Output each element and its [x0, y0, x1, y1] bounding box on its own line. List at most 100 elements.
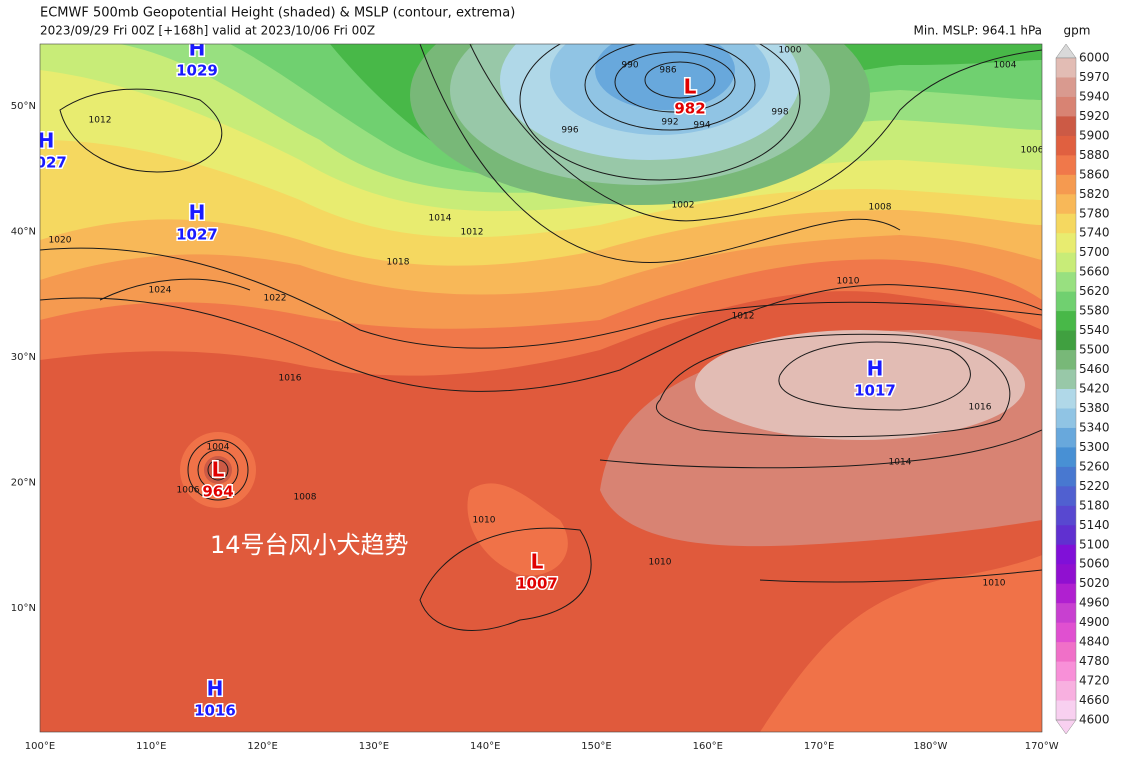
colorbar-swatch — [1056, 155, 1076, 176]
center-value: 1027 — [25, 154, 67, 172]
shade — [467, 483, 568, 576]
colorbar-label: 5900 — [1079, 128, 1110, 142]
colorbar-swatch — [1056, 466, 1076, 487]
center-value: 1029 — [176, 62, 218, 80]
center-letter: H — [38, 129, 55, 153]
colorbar: 6000 5970 5940 5920 5900 5880 5860 5820 5780 5740… — [1055, 43, 1110, 735]
colorbar-swatch — [1056, 330, 1076, 351]
colorbar-cap — [1055, 719, 1077, 735]
colorbar-label: 5420 — [1079, 382, 1110, 396]
contour-label: 1002 — [672, 201, 695, 211]
colorbar-swatch — [1056, 661, 1076, 682]
min-mslp: Min. MSLP: 964.1 hPa — [914, 24, 1043, 38]
colorbar-swatch — [1056, 544, 1076, 565]
colorbar-label: 5940 — [1079, 89, 1110, 103]
center-value: 982 — [674, 100, 705, 118]
center-letter: L — [531, 550, 544, 574]
center-value: 1007 — [516, 575, 558, 593]
contour-label: 1010 — [649, 558, 672, 568]
lon-label: 110°E — [136, 741, 166, 752]
colorbar-label: 5260 — [1079, 459, 1110, 473]
map-frame — [39, 43, 1043, 733]
colorbar-swatch — [1056, 408, 1076, 429]
lon-label: 130°E — [359, 741, 389, 752]
colorbar-label: 5580 — [1079, 304, 1110, 318]
shade — [760, 555, 1042, 732]
colorbar-label: 5180 — [1079, 498, 1110, 512]
colorbar-label: 5780 — [1079, 206, 1110, 220]
colorbar-label: 4660 — [1079, 693, 1110, 707]
lon-label: 160°E — [693, 741, 723, 752]
contour-label: 996 — [561, 126, 578, 136]
contour-label: 1012 — [732, 312, 755, 322]
colorbar-label: 5620 — [1079, 284, 1110, 298]
colorbar-cap — [1055, 43, 1077, 59]
contour-label: 1020 — [49, 236, 72, 246]
colorbar-frame — [1055, 57, 1077, 721]
unit: gpm — [1064, 24, 1091, 38]
center-letter: H — [207, 677, 224, 701]
center-value: 1017 — [854, 382, 896, 400]
lat-label: 50°N — [11, 101, 36, 112]
colorbar-swatch — [1056, 174, 1076, 195]
colorbar-label: 5020 — [1079, 576, 1110, 590]
center-value: 1016 — [194, 702, 236, 720]
shade — [695, 330, 1025, 440]
contour-label: 1010 — [837, 277, 860, 287]
lat-label: 10°N — [11, 603, 36, 614]
colorbar-swatch — [1056, 96, 1076, 117]
contour-label: 1006 — [177, 486, 200, 496]
contour-label: 1006 — [1021, 146, 1044, 156]
lon-label: 120°E — [247, 741, 277, 752]
contour-label: 994 — [693, 121, 710, 131]
colorbar-label: 5460 — [1079, 362, 1110, 376]
colorbar-swatch — [1056, 603, 1076, 624]
colorbar-label: 5380 — [1079, 401, 1110, 415]
map: 1010 1012 1016 1014 1008 1002 998 1004 1006 1010 1… — [25, 37, 1044, 732]
lon-label: 140°E — [470, 741, 500, 752]
contour-label: 1016 — [969, 403, 992, 413]
colorbar-swatch — [1056, 564, 1076, 585]
colorbar-label: 5920 — [1079, 109, 1110, 123]
colorbar-label: 5860 — [1079, 167, 1110, 181]
colorbar-swatch — [1056, 350, 1076, 371]
center-letter: H — [189, 37, 206, 61]
colorbar-swatch — [1056, 427, 1076, 448]
colorbar-label: 4960 — [1079, 596, 1110, 610]
colorbar-label: 4840 — [1079, 635, 1110, 649]
lon-label: 170°W — [1025, 741, 1059, 752]
lat-label: 30°N — [11, 352, 36, 363]
title: ECMWF 500mb Geopotential Height (shaded)… — [40, 6, 515, 21]
lon-label: 170°E — [804, 741, 834, 752]
colorbar-label: 5100 — [1079, 537, 1110, 551]
colorbar-swatch — [1056, 194, 1076, 215]
colorbar-label: 5970 — [1079, 70, 1110, 84]
colorbar-label: 5060 — [1079, 557, 1110, 571]
shade — [595, 44, 735, 110]
lat-label: 20°N — [11, 478, 36, 489]
colorbar-label: 5340 — [1079, 420, 1110, 434]
colorbar-swatch — [1056, 311, 1076, 332]
isobars — [40, 44, 1042, 631]
contour-labels: 1010 1012 1016 1014 1008 1002 998 1004 1006 1010 1… — [49, 46, 1044, 589]
colorbar-swatch — [1056, 135, 1076, 156]
colorbar-label: 5140 — [1079, 518, 1110, 532]
colorbar-swatch — [1056, 447, 1076, 468]
colorbar-swatch — [1056, 681, 1076, 702]
colorbar-swatch — [1056, 583, 1076, 604]
colorbar-label: 4600 — [1079, 713, 1110, 727]
contour-label: 990 — [621, 61, 638, 71]
colorbar-label: 5220 — [1079, 479, 1110, 493]
colorbar-swatch — [1056, 58, 1076, 78]
colorbar-swatch — [1056, 77, 1076, 98]
contour-label: 1024 — [149, 286, 172, 296]
lon-label: 100°E — [25, 741, 55, 752]
colorbar-label: 5700 — [1079, 245, 1110, 259]
colorbar-swatch — [1056, 505, 1076, 526]
contour-label: 1014 — [889, 458, 912, 468]
colorbar-label: 5540 — [1079, 323, 1110, 337]
lon-label: 180°W — [913, 741, 947, 752]
center-letter: L — [212, 458, 225, 482]
contour-label: 1008 — [294, 493, 317, 503]
colorbar-label: 5500 — [1079, 343, 1110, 357]
